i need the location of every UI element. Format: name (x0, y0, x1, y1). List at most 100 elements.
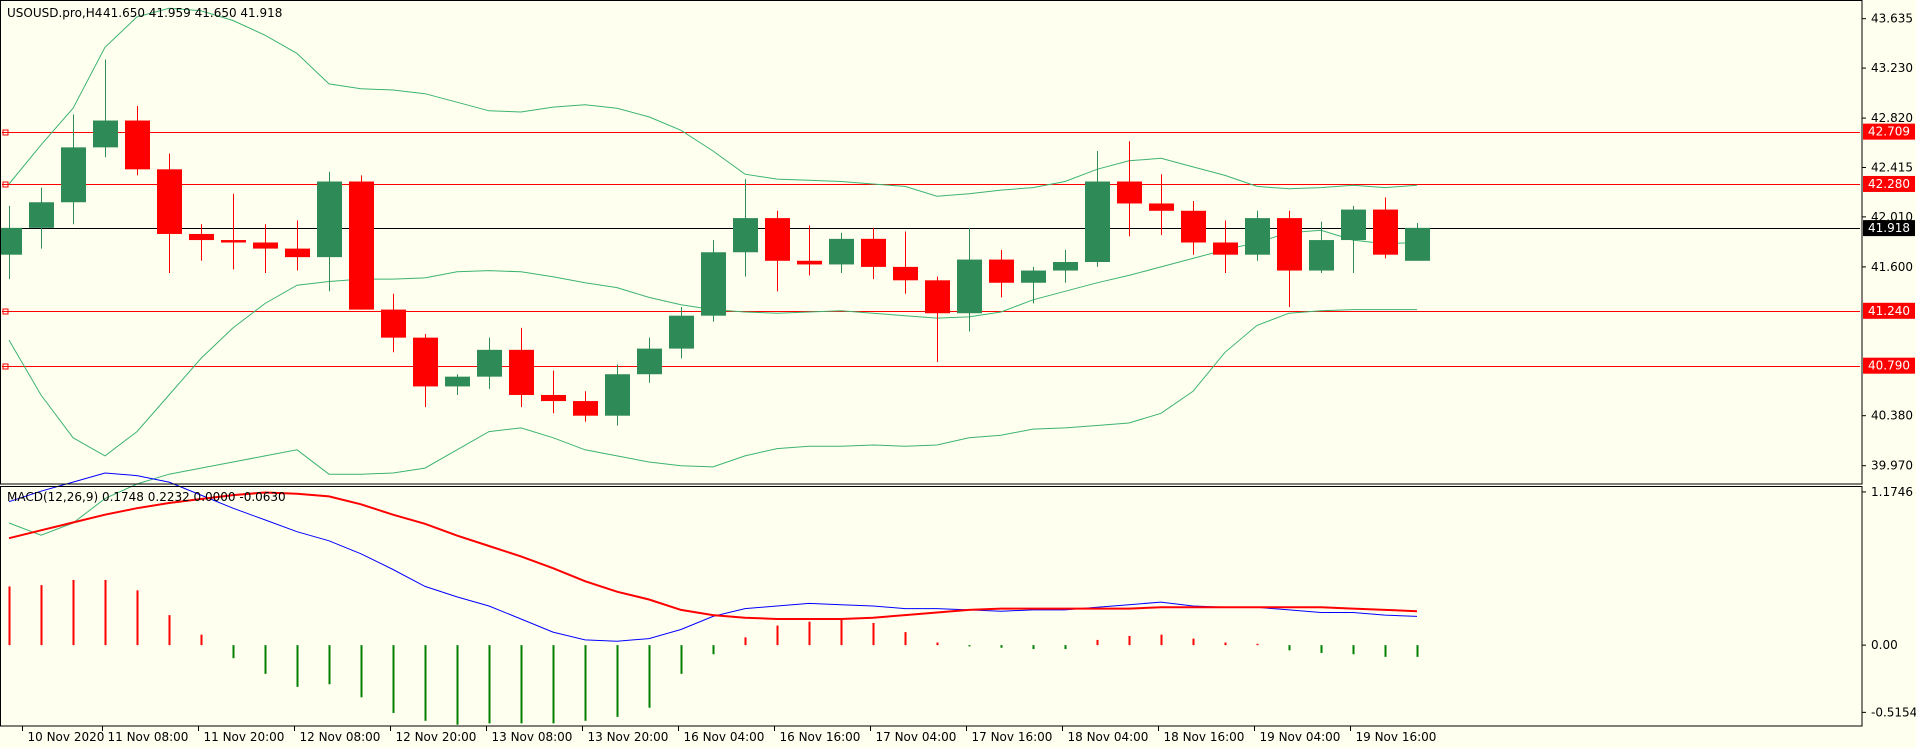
level-tag-label: 42.709 (1868, 125, 1910, 139)
candle-body (669, 315, 694, 349)
candle-body (189, 233, 214, 241)
time-tick-label: 18 Nov 04:00 (1068, 730, 1149, 744)
time-tick-label: 18 Nov 16:00 (1164, 730, 1245, 744)
candle-body (1277, 218, 1302, 271)
price-panel-frame (0, 0, 1863, 485)
candle-body (285, 248, 310, 258)
candle-body (1245, 218, 1270, 255)
macd-tick-label: 0.00 (1871, 638, 1898, 652)
price-tick-label: 39.970 (1871, 459, 1913, 473)
price-axis: 43.63543.23042.82042.41542.01041.60040.3… (1862, 12, 1915, 473)
time-tick-label: 10 Nov 2020 (28, 730, 105, 744)
candle-body (253, 242, 278, 249)
time-tick-label: 16 Nov 04:00 (684, 730, 765, 744)
time-tick-label: 17 Nov 16:00 (972, 730, 1053, 744)
time-tick-label: 11 Nov 20:00 (204, 730, 285, 744)
price-panel[interactable]: 43.63543.23042.82042.41542.01041.60040.3… (0, 6, 1915, 536)
candle-body (413, 337, 438, 387)
candle-body (1117, 181, 1142, 204)
candle-body (93, 120, 118, 148)
candle-body (0, 227, 22, 255)
price-tick-label: 42.415 (1871, 160, 1913, 174)
time-tick-label: 13 Nov 20:00 (588, 730, 669, 744)
candle-body (733, 218, 758, 253)
signal-line (8, 491, 1418, 620)
level-marker (2, 363, 9, 370)
candle-body (1085, 181, 1110, 263)
candle-body (1053, 262, 1078, 271)
candle-body (861, 238, 886, 267)
panel-frames (0, 0, 1863, 727)
candle-body (797, 260, 822, 265)
price-tick-label: 43.635 (1871, 12, 1913, 26)
time-tick-label: 19 Nov 16:00 (1356, 730, 1437, 744)
candle-body (1309, 240, 1334, 271)
candle-body (477, 349, 502, 377)
level-tag (1863, 357, 1915, 374)
price-tick-label: 40.380 (1871, 409, 1913, 423)
candle-body (1341, 209, 1366, 241)
candle-body (157, 169, 182, 234)
macd-line (8, 472, 1418, 642)
candle-body (1405, 227, 1430, 261)
macd-panel-frame (0, 486, 1863, 727)
time-tick-label: 17 Nov 04:00 (876, 730, 957, 744)
candle-body (1149, 203, 1174, 211)
time-tick-label: 12 Nov 08:00 (300, 730, 381, 744)
level-tag (1863, 175, 1915, 192)
level-marker (2, 181, 9, 188)
candle-body (765, 218, 790, 261)
time-axis: 10 Nov 2020 11 Nov 08:00 11 Nov 20:00 12 No… (22, 726, 1437, 744)
candle-body (1181, 210, 1206, 243)
candle-body (637, 348, 662, 375)
candle-body (957, 259, 982, 314)
candle-body (1373, 209, 1398, 255)
candle-body (541, 394, 566, 402)
bollinger-upper-line (8, 7, 1418, 197)
candle-body (925, 280, 950, 314)
current-price-label: 41.918 (1868, 221, 1910, 235)
level-tag-label: 42.280 (1868, 177, 1910, 191)
symbol-header: USOUSD.pro,H4 (7, 6, 102, 20)
candle-body (605, 374, 630, 416)
current-price-tag (1863, 220, 1915, 237)
time-tick-label: 11 Nov 08:00 (108, 730, 189, 744)
macd-header: MACD(12,26,9) 0.1748 0.2232 0.0000 -0.06… (7, 490, 286, 504)
candle-body (893, 266, 918, 281)
level-tag (1863, 123, 1915, 140)
macd-lines (8, 472, 1418, 642)
time-tick-label: 12 Nov 20:00 (396, 730, 477, 744)
macd-tick-label: 1.1746 (1871, 485, 1913, 499)
candle-body (381, 309, 406, 338)
time-tick-label: 19 Nov 04:00 (1260, 730, 1341, 744)
candle-body (1021, 270, 1046, 283)
candles (0, 59, 1430, 426)
macd-panel[interactable]: 1.1746 0.00 -0.5154 MACD(12,26,9) 0.1748 0… (7, 472, 1916, 725)
price-tick-label: 41.600 (1871, 260, 1913, 274)
candle-body (445, 376, 470, 387)
level-tag (1863, 302, 1915, 319)
candle-body (989, 259, 1014, 283)
time-tick-label: 16 Nov 16:00 (780, 730, 861, 744)
candle-body (349, 181, 374, 310)
candle-body (317, 181, 342, 258)
candle-body (701, 252, 726, 316)
candle-body (1213, 242, 1238, 255)
level-marker (2, 308, 9, 315)
candle-body (573, 401, 598, 416)
candle-body (125, 120, 150, 170)
price-tick-label: 43.230 (1871, 61, 1913, 75)
macd-histogram (8, 579, 1419, 725)
bollinger-lower-line (8, 309, 1417, 536)
level-marker (2, 129, 9, 136)
candle-body (61, 147, 86, 203)
level-tag-label: 41.240 (1868, 304, 1910, 318)
candle-body (29, 202, 54, 228)
candle-body (221, 240, 246, 243)
price-tick-label: 42.820 (1871, 111, 1913, 125)
candle-body (509, 349, 534, 395)
macd-axis: 1.1746 0.00 -0.5154 (1862, 485, 1916, 719)
level-tag-label: 40.790 (1868, 359, 1910, 373)
